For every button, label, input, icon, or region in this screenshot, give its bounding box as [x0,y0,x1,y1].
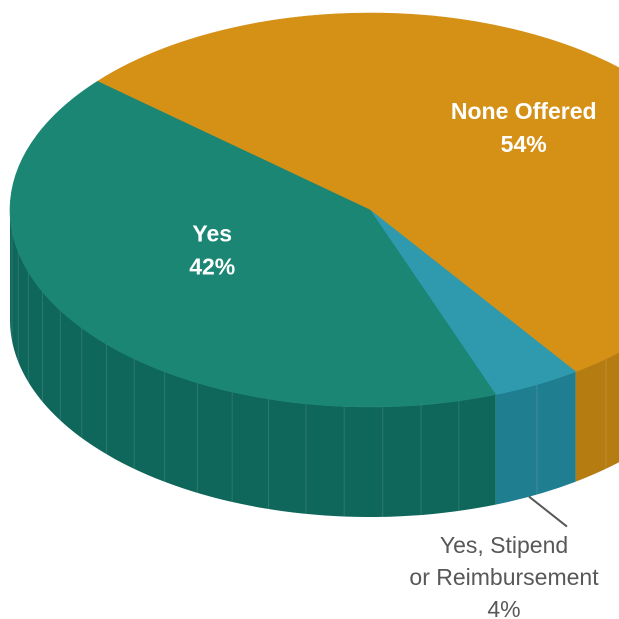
pie-slice-yes [9,81,497,408]
slice-value-none-offered: 54% [501,131,547,157]
callout-label-yes-stipend-or-reimbursement-line-1: Yes, Stipend [440,532,568,558]
pie-side-yes [10,210,496,517]
callout-value-yes-stipend-or-reimbursement: 4% [487,596,520,619]
slice-label-yes: Yes [192,220,232,246]
pie-sides [10,210,619,517]
pie-slice-none-offered [96,12,619,373]
slice-value-yes: 42% [189,253,235,279]
callout-label-yes-stipend-or-reimbursement-line-2: or Reimbursement [409,564,599,590]
callout: Yes, Stipend or Reimbursement 4% [409,495,599,619]
callout-leader-line [528,495,568,528]
pie-side-none-offered [575,352,619,482]
slice-labels: None Offered 54% Yes 42% [189,98,596,279]
slice-label-none-offered: None Offered [451,98,597,124]
pie-side-yes-stipend-or-reimbursement [495,371,576,505]
pie-tops [9,12,619,408]
